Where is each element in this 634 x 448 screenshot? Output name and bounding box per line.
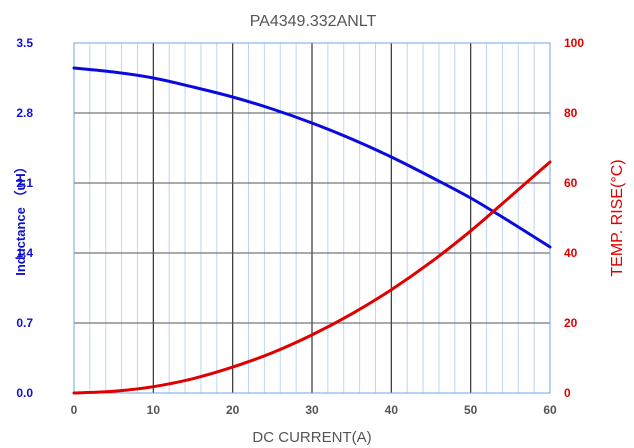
left-tick-label: 3.5 [16, 36, 33, 50]
series-group [72, 66, 552, 395]
left-axis-ticks: 0.0 0.7 1.4 2.1 2.8 3.5 [16, 36, 33, 400]
right-axis-ticks: 0 20 40 60 80 100 [564, 36, 584, 400]
right-tick-label: 60 [564, 176, 578, 190]
x-tick-label: 60 [543, 403, 557, 417]
chart-title: PA4349.332ANLT [250, 13, 377, 30]
x-tick-label: 0 [71, 403, 78, 417]
x-tick-label: 40 [385, 403, 399, 417]
right-y-axis-label: TEMP. RISE(°C) [609, 159, 626, 276]
left-tick-label: 0.7 [16, 316, 33, 330]
inductance-line [72, 66, 552, 249]
x-axis-ticks: 0 10 20 30 40 50 60 [71, 403, 557, 417]
x-tick-label: 30 [305, 403, 319, 417]
right-tick-label: 80 [564, 106, 578, 120]
left-tick-label: 1.4 [16, 246, 33, 260]
left-tick-label: 0.0 [16, 386, 33, 400]
x-tick-label: 10 [147, 403, 161, 417]
x-tick-label: 50 [464, 403, 478, 417]
left-tick-label: 2.1 [16, 176, 33, 190]
right-tick-label: 0 [564, 386, 571, 400]
right-tick-label: 20 [564, 316, 578, 330]
temperature-rise-line [72, 160, 552, 395]
plot-frame [73, 42, 551, 394]
major-grid [74, 43, 550, 393]
left-tick-label: 2.8 [16, 106, 33, 120]
right-tick-label: 40 [564, 246, 578, 260]
x-axis-label: DC CURRENT(A) [252, 429, 371, 446]
right-tick-label: 100 [564, 36, 584, 50]
x-tick-label: 20 [226, 403, 240, 417]
left-y-axis-label: Inductance （uH） [13, 160, 28, 276]
